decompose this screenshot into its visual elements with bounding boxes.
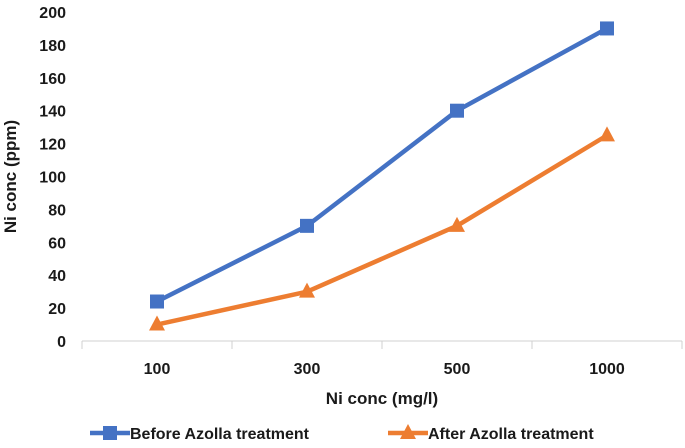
x-tick-label: 300: [294, 361, 321, 378]
series-layer: [149, 21, 615, 331]
series-line: [156, 133, 609, 327]
y-tick-label: 60: [48, 235, 66, 252]
legend-item: Before Azolla treatment: [90, 426, 310, 443]
x-tick-label: 500: [444, 361, 471, 378]
y-tick-label: 200: [39, 5, 66, 22]
y-axis-ticks: 0 20 40 60 80 100 120 140 160 180 200: [39, 5, 66, 351]
data-point: [450, 103, 464, 118]
data-point: [300, 218, 314, 233]
data-point: [299, 282, 315, 298]
x-axis-ticks: 100 300 500 1000: [81, 341, 683, 378]
y-tick-label: 180: [39, 38, 66, 55]
x-tick-label: 100: [144, 361, 171, 378]
y-tick-label: 120: [39, 137, 66, 154]
legend-marker: [400, 424, 416, 439]
data-point: [600, 21, 614, 36]
legend: Before Azolla treatment After Azolla trea…: [90, 424, 594, 443]
series-2: [149, 126, 615, 331]
data-point: [599, 126, 615, 142]
y-axis-title: Ni conc (ppm): [1, 120, 20, 233]
y-tick-label: 80: [48, 202, 66, 219]
data-point: [449, 216, 465, 232]
y-tick-label: 20: [48, 301, 66, 318]
series-line: [155, 26, 609, 304]
x-axis-title: Ni conc (mg/l): [326, 389, 438, 408]
legend-item: After Azolla treatment: [388, 424, 594, 443]
y-tick-label: 160: [39, 71, 66, 88]
x-tick-label: 1000: [589, 361, 625, 378]
series-1: [150, 21, 614, 309]
legend-label: After Azolla treatment: [428, 426, 594, 443]
legend-label: Before Azolla treatment: [130, 426, 310, 443]
y-tick-label: 40: [48, 268, 66, 285]
data-point: [150, 294, 164, 309]
data-point: [149, 315, 165, 331]
legend-marker: [103, 426, 117, 440]
y-tick-label: 0: [57, 334, 66, 351]
y-tick-label: 140: [39, 104, 66, 121]
y-tick-label: 100: [39, 170, 66, 187]
